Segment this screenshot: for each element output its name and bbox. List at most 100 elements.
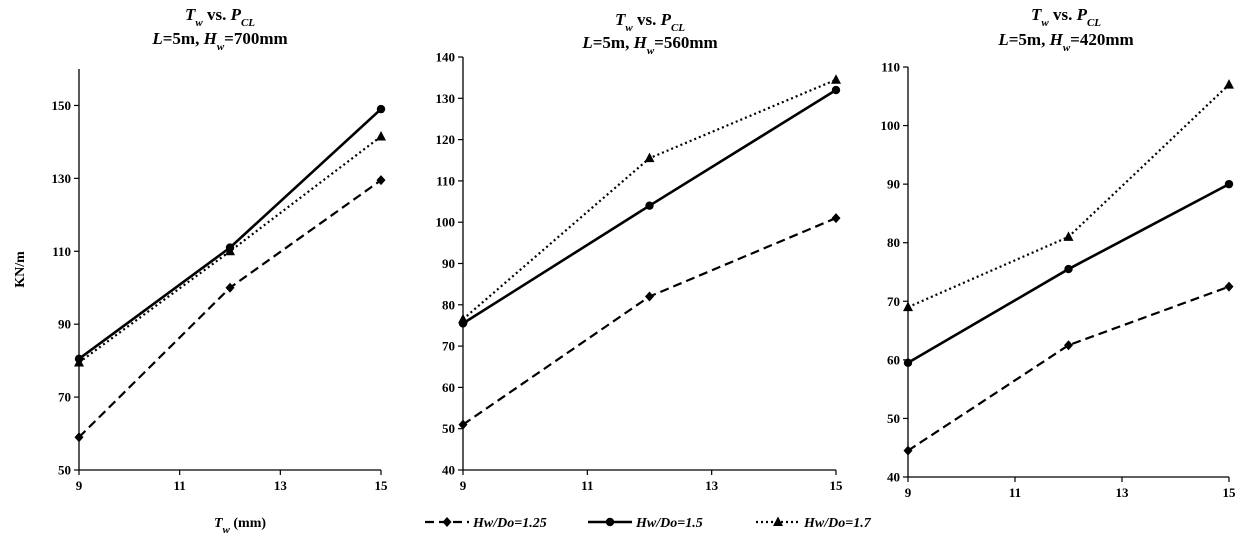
y-tick-label: 80 bbox=[887, 235, 900, 250]
data-point-diamond bbox=[1064, 340, 1073, 351]
series-line bbox=[907, 285, 1230, 452]
series-hw-do-1-5 bbox=[903, 179, 1234, 367]
data-point-circle bbox=[903, 358, 913, 367]
y-tick-label: 130 bbox=[436, 91, 456, 106]
data-point-circle bbox=[831, 85, 841, 95]
chart-title-line1-part: T bbox=[185, 5, 196, 24]
data-point-triangle bbox=[74, 356, 84, 367]
chart-title-line1-part: vs. bbox=[1049, 5, 1077, 24]
series-hw-do-1-5 bbox=[458, 85, 841, 328]
y-tick-label: 60 bbox=[887, 352, 900, 367]
chart-title-line1-part: w bbox=[1041, 17, 1049, 29]
x-tick-label: 11 bbox=[174, 478, 186, 493]
chart-title-line2: L=5m, Hw=700mm bbox=[151, 29, 287, 53]
chart-title-line2-part: =5m, bbox=[163, 29, 204, 48]
series-hw-do-1-25 bbox=[74, 175, 386, 443]
legend-marker-circle bbox=[605, 517, 615, 527]
data-point-diamond bbox=[1224, 281, 1234, 292]
chart-title-line2-part: w bbox=[217, 41, 225, 53]
y-tick-label: 110 bbox=[436, 173, 455, 188]
chart-title-line1-part: T bbox=[615, 10, 626, 29]
chart-title-line2-part: =700mm bbox=[224, 29, 288, 48]
chart-title-line2-part: H bbox=[633, 33, 648, 52]
y-tick-label: 130 bbox=[52, 171, 72, 186]
series-hw-do-1-7 bbox=[458, 74, 841, 324]
y-tick-label: 100 bbox=[436, 215, 456, 230]
chart-title-line1-part: CL bbox=[671, 22, 685, 34]
series-hw-do-1-5 bbox=[74, 104, 386, 364]
chart-title-line2-part: L bbox=[151, 29, 162, 48]
x-tick-label: 11 bbox=[581, 478, 593, 493]
y-tick-label: 90 bbox=[887, 177, 900, 192]
x-tick-label: 13 bbox=[705, 478, 719, 493]
y-tick-label: 140 bbox=[436, 50, 456, 65]
y-tick-label: 90 bbox=[58, 317, 71, 332]
y-tick-label: 70 bbox=[442, 339, 455, 354]
x-tick-label: 11 bbox=[1009, 485, 1021, 500]
y-tick-label: 40 bbox=[442, 463, 455, 478]
y-tick-label: 80 bbox=[442, 297, 455, 312]
chart-title-line1-part: vs. bbox=[633, 10, 661, 29]
x-tick-label: 9 bbox=[460, 478, 467, 493]
x-tick-label: 15 bbox=[1223, 485, 1237, 500]
series-line bbox=[907, 182, 1230, 364]
data-point-circle bbox=[645, 201, 654, 210]
data-point-diamond bbox=[831, 213, 841, 224]
data-point-circle bbox=[1064, 264, 1073, 274]
legend: Hw/Do=1.25 Hw/Do=1.5 Hw/Do=1.7 bbox=[425, 516, 872, 531]
chart-title-line1-part: w bbox=[625, 22, 633, 34]
series-hw-do-1-7 bbox=[903, 79, 1234, 312]
x-axis-label-part: (mm) bbox=[230, 516, 266, 531]
chart-title-line2-part: =560mm bbox=[654, 33, 718, 52]
chart-title-line1-part: CL bbox=[1087, 17, 1101, 29]
chart-title-line2-part: =5m, bbox=[593, 33, 634, 52]
chart-title-line2-part: w bbox=[1063, 42, 1071, 54]
legend-label: Hw/Do=1.25 bbox=[472, 516, 547, 531]
y-tick-label: 60 bbox=[442, 380, 455, 395]
chart-title-line2: L=5m, Hw=420mm bbox=[997, 30, 1133, 54]
x-tick-label: 15 bbox=[830, 478, 844, 493]
series-hw-do-1-7 bbox=[74, 130, 386, 367]
chart-title-line1-part: P bbox=[230, 5, 242, 24]
chart-title-line2-part: w bbox=[647, 45, 655, 57]
x-tick-label: 13 bbox=[274, 478, 288, 493]
series-line bbox=[78, 179, 382, 438]
y-tick-label: 100 bbox=[881, 118, 901, 133]
chart-title-line2-part: =420mm bbox=[1070, 30, 1134, 49]
data-point-diamond bbox=[645, 291, 654, 302]
data-point-diamond bbox=[458, 419, 468, 430]
data-point-triangle bbox=[458, 313, 468, 324]
chart-title-line1-part: T bbox=[1031, 5, 1042, 24]
y-tick-label: 110 bbox=[52, 244, 71, 259]
y-tick-label: 120 bbox=[436, 132, 456, 147]
x-axis-label-part: T bbox=[214, 516, 224, 531]
y-tick-label: 70 bbox=[58, 390, 71, 405]
data-point-triangle bbox=[1063, 231, 1074, 241]
y-tick-label: 110 bbox=[881, 60, 900, 75]
chart-title-line1-part: P bbox=[1076, 5, 1088, 24]
x-axis-label-part: w bbox=[223, 524, 231, 536]
series-line bbox=[462, 78, 837, 321]
series-line bbox=[78, 108, 382, 360]
x-axis-label: Tw (mm) bbox=[214, 516, 266, 536]
y-tick-label: 90 bbox=[442, 256, 455, 271]
data-point-circle bbox=[376, 104, 386, 114]
chart-title-line2-part: =5m, bbox=[1009, 30, 1050, 49]
chart-title-line1-part: w bbox=[195, 17, 203, 29]
chart-title-line1-part: vs. bbox=[203, 5, 231, 24]
y-tick-label: 50 bbox=[442, 421, 455, 436]
legend-marker-diamond bbox=[442, 517, 452, 527]
chart-title-line1: Tw vs. PCL bbox=[185, 5, 255, 29]
chart-title-line1: Tw vs. PCL bbox=[615, 10, 685, 34]
chart-title-line1: Tw vs. PCL bbox=[1031, 5, 1101, 29]
x-tick-label: 13 bbox=[1116, 485, 1130, 500]
chart-title-line1-part: P bbox=[660, 10, 672, 29]
legend-label: Hw/Do=1.7 bbox=[803, 516, 872, 531]
data-point-diamond bbox=[225, 282, 235, 293]
series-line bbox=[907, 83, 1230, 309]
data-point-circle bbox=[1224, 179, 1234, 189]
series-hw-do-1-25 bbox=[458, 213, 841, 430]
